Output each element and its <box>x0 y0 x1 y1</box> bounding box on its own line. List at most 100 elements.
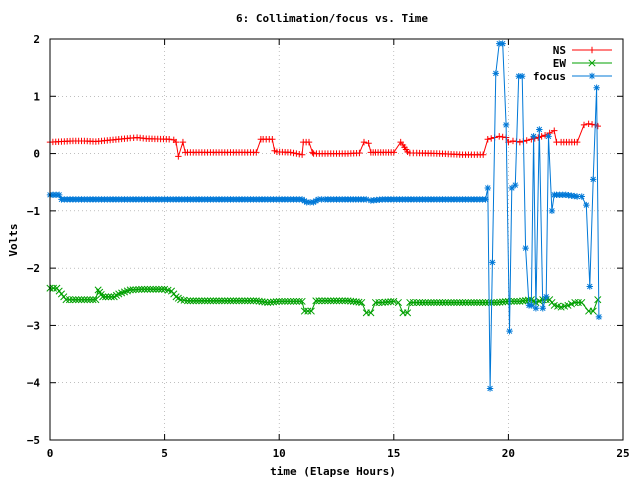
data-point-ew <box>289 297 298 305</box>
data-point-ew <box>246 297 255 305</box>
data-point-focus <box>312 197 320 205</box>
data-point-ew <box>384 298 392 306</box>
data-point-ew <box>143 285 151 293</box>
data-point-ew <box>327 297 335 305</box>
data-point-ew <box>493 298 501 307</box>
data-point-ew <box>272 298 280 306</box>
y-tick-label: 2 <box>33 33 40 46</box>
data-point-ew <box>387 298 395 306</box>
data-point-ew <box>275 297 283 305</box>
data-point-ew <box>459 298 467 307</box>
data-point-ew <box>261 298 269 306</box>
data-point-ew <box>381 298 389 306</box>
data-point-focus <box>301 197 308 205</box>
data-point-ew <box>72 296 80 304</box>
data-point-ns <box>290 149 297 157</box>
data-point-ew <box>501 298 510 306</box>
data-point-ew <box>186 297 194 305</box>
data-point-ns <box>309 149 316 156</box>
data-point-ew <box>433 298 441 307</box>
data-point-ew <box>499 298 507 306</box>
data-point-ew <box>287 297 295 305</box>
data-point-ew <box>367 309 375 317</box>
data-point-ew <box>183 297 192 305</box>
data-point-focus <box>310 199 317 206</box>
data-point-ew <box>138 285 146 293</box>
data-point-ew <box>244 297 252 305</box>
data-point-ew <box>441 298 449 307</box>
data-point-ew <box>226 297 235 305</box>
x-tick-label: 10 <box>273 447 286 460</box>
data-point-ew <box>238 297 246 305</box>
data-point-ns <box>356 149 363 157</box>
data-point-focus <box>528 302 535 309</box>
chart-title: 6: Collimation/focus vs. Time <box>236 12 428 25</box>
data-point-ns <box>298 151 306 158</box>
data-point-ew <box>324 297 332 305</box>
data-point-ew <box>215 297 223 305</box>
data-point-ew <box>69 296 77 304</box>
data-point-ew <box>255 297 263 305</box>
data-point-focus <box>486 385 494 392</box>
data-point-focus <box>506 327 513 335</box>
data-point-ew <box>444 298 452 307</box>
data-point-ew <box>481 298 490 307</box>
data-point-focus <box>314 196 322 203</box>
data-point-ew <box>522 296 530 305</box>
data-point-focus <box>318 196 325 203</box>
data-point-ns <box>509 137 517 145</box>
x-tick-label: 15 <box>387 447 400 460</box>
data-point-ew <box>436 298 444 307</box>
y-axis-label: Volts <box>7 223 20 256</box>
data-point-ew <box>330 297 338 305</box>
data-point-ns <box>365 140 372 147</box>
data-point-ew <box>99 293 107 301</box>
data-point-ew <box>318 297 326 305</box>
data-point-ew <box>224 297 232 305</box>
data-point-ew <box>358 298 366 307</box>
data-point-focus <box>489 259 496 266</box>
data-point-focus <box>502 121 510 129</box>
data-point-ew <box>49 284 57 292</box>
data-point-focus <box>298 196 306 203</box>
data-point-ew <box>284 297 292 305</box>
data-point-focus <box>522 244 529 252</box>
data-point-ns <box>551 127 558 134</box>
data-point-ew <box>235 297 243 305</box>
data-point-focus <box>55 191 63 199</box>
x-tick-label: 25 <box>616 447 629 460</box>
data-point-ew <box>241 297 249 305</box>
data-point-ew <box>104 293 112 301</box>
y-tick-label: 0 <box>33 148 40 161</box>
data-point-ew <box>267 298 275 306</box>
data-point-ew <box>409 298 417 307</box>
data-point-ew <box>189 297 197 305</box>
data-point-ew <box>232 297 240 305</box>
data-point-ew <box>321 297 329 305</box>
data-point-ns <box>287 149 294 156</box>
data-point-ew <box>77 296 86 304</box>
data-point-ew <box>65 296 74 304</box>
data-point-ew <box>102 293 110 301</box>
data-point-ew <box>206 297 214 305</box>
data-point-ew <box>209 297 217 305</box>
data-point-ew <box>195 297 203 305</box>
series-markers-ew <box>46 284 602 317</box>
legend-label-focus: focus <box>533 70 566 83</box>
data-point-ns <box>172 138 180 146</box>
data-point-ew <box>438 298 447 307</box>
y-tick-label: −4 <box>27 377 41 390</box>
data-point-focus <box>573 193 581 200</box>
data-point-focus <box>518 73 526 80</box>
data-point-ns <box>253 149 260 156</box>
series-markers-focus <box>46 40 603 392</box>
x-tick-label: 5 <box>161 447 168 460</box>
data-point-ew <box>62 296 70 304</box>
data-point-ew <box>589 307 597 315</box>
data-point-ew <box>516 297 524 305</box>
data-point-ew <box>258 298 266 306</box>
data-point-focus <box>548 207 556 215</box>
data-point-ew <box>152 285 160 293</box>
data-point-ew <box>394 298 402 307</box>
